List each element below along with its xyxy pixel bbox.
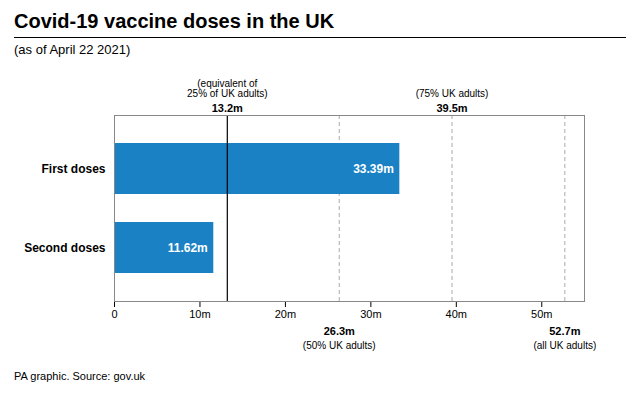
svg-text:50m: 50m xyxy=(531,308,552,320)
svg-text:11.62m: 11.62m xyxy=(168,241,208,255)
svg-text:Second doses: Second doses xyxy=(24,241,106,255)
svg-text:20m: 20m xyxy=(275,308,296,320)
html-text:Covid-19 vaccine doses in the: Covid-19 vaccine doses in the UK xyxy=(14,10,335,32)
svg-text:(50% UK adults): (50% UK adults) xyxy=(303,340,376,351)
svg-text:0: 0 xyxy=(111,308,117,320)
svg-text:13.2m: 13.2m xyxy=(212,102,243,114)
svg-text:(all UK adults): (all UK adults) xyxy=(533,340,596,351)
svg-text:52.7m: 52.7m xyxy=(549,325,580,337)
svg-text:33.39m: 33.39m xyxy=(353,162,394,176)
svg-text:(75% UK adults): (75% UK adults) xyxy=(416,88,489,99)
svg-text:(equivalent of25% of UK adults: (equivalent of25% of UK adults) xyxy=(187,78,268,99)
svg-text:10m: 10m xyxy=(189,308,210,320)
svg-text:26.3m: 26.3m xyxy=(324,325,355,337)
svg-text:First doses: First doses xyxy=(41,162,105,176)
svg-text:40m: 40m xyxy=(446,308,467,320)
svg-text:30m: 30m xyxy=(360,308,381,320)
html-text:(as of April 22 2021): (as of April 22 2021) xyxy=(14,42,131,57)
html-text:PA graphic. Source: gov.uk: PA graphic. Source: gov.uk xyxy=(14,370,146,382)
svg-text:39.5m: 39.5m xyxy=(436,102,467,114)
